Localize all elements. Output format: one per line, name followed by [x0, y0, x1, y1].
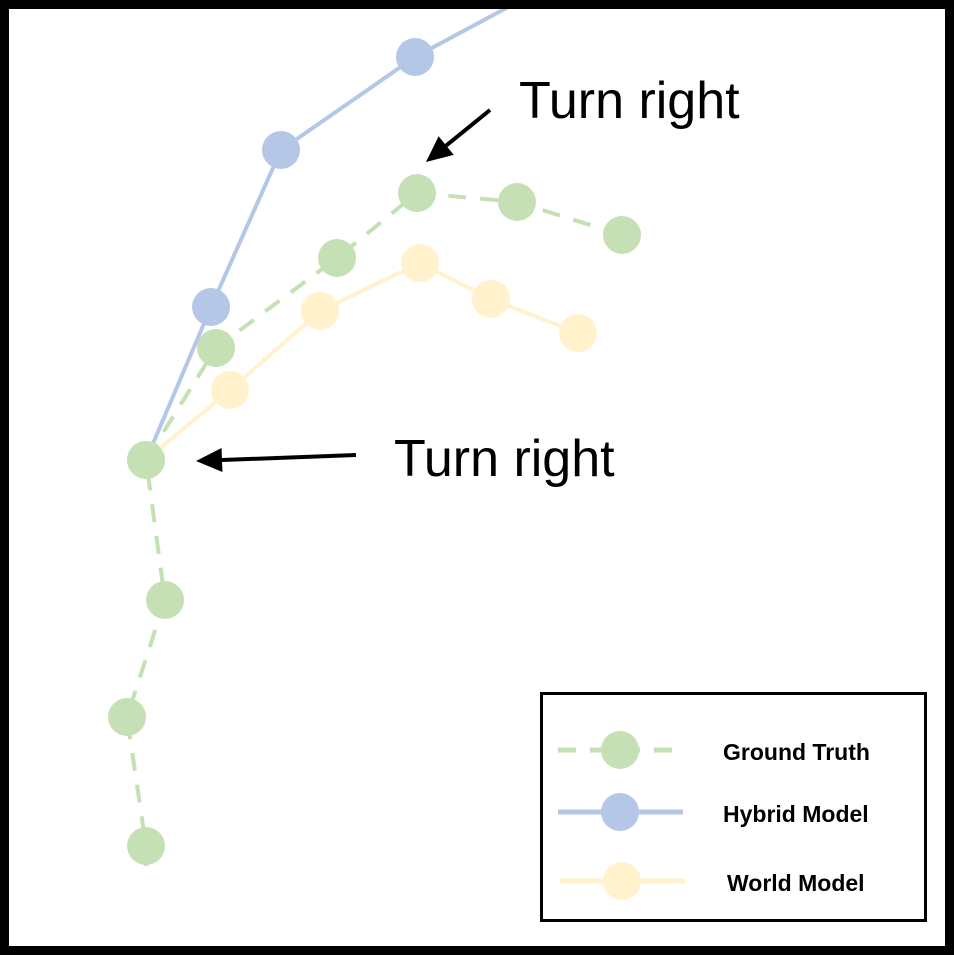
arrow-upper-head	[426, 136, 454, 162]
arrow-lower-shaft	[221, 453, 357, 463]
world-model-point	[559, 314, 597, 352]
world-model-point	[401, 244, 439, 282]
ground-truth-point	[146, 581, 184, 619]
legend-swatch-world-model	[560, 862, 685, 900]
annotation-turn-right-upper: Turn right	[519, 72, 740, 130]
legend: Ground Truth Hybrid Model World Model	[540, 692, 927, 922]
legend-label-world-model: World Model	[727, 870, 865, 896]
legend-item-ground-truth: Ground Truth	[543, 731, 924, 771]
ground-truth-point	[108, 698, 146, 736]
hybrid-model-line	[144, 9, 509, 461]
ground-truth-line	[124, 190, 623, 866]
ground-truth-point	[398, 174, 436, 212]
legend-item-world-model: World Model	[543, 862, 924, 902]
legend-label-ground-truth: Ground Truth	[723, 739, 870, 765]
ground-truth-point	[127, 441, 165, 479]
world-model-point	[301, 292, 339, 330]
arrow-lower-head	[196, 448, 223, 473]
ground-truth-point	[603, 216, 641, 254]
hybrid-model-point	[262, 131, 300, 169]
world-model-point	[211, 371, 249, 409]
arrow-upper-shaft	[444, 108, 492, 148]
annotation-turn-right-lower: Turn right	[394, 430, 615, 488]
world-model-point	[472, 280, 510, 318]
ground-truth-point	[498, 183, 536, 221]
ground-truth-point	[197, 329, 235, 367]
legend-item-hybrid-model: Hybrid Model	[543, 793, 924, 833]
legend-swatch-ground-truth	[558, 731, 683, 769]
hybrid-model-point	[396, 38, 434, 76]
legend-label-hybrid-model: Hybrid Model	[723, 801, 869, 827]
legend-swatch-hybrid-model	[558, 793, 683, 831]
ground-truth-point	[127, 827, 165, 865]
ground-truth-point	[318, 239, 356, 277]
hybrid-model-point	[192, 288, 230, 326]
